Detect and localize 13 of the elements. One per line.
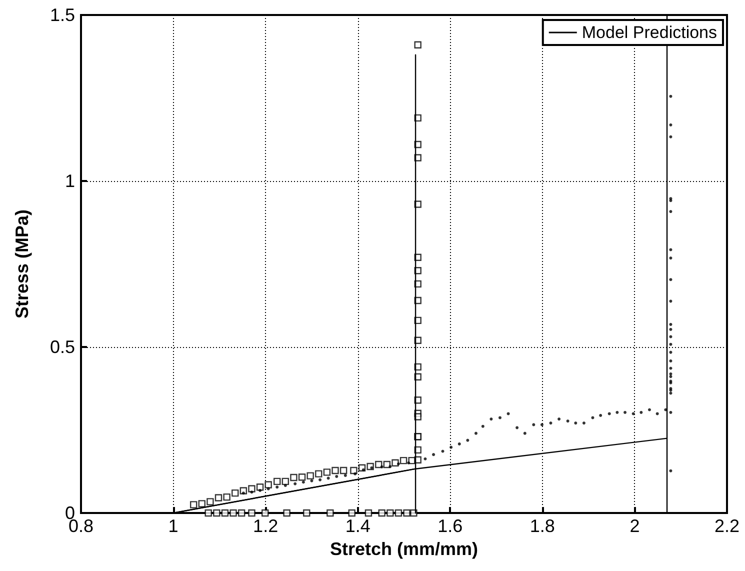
x-tick-label: 1 <box>168 516 178 536</box>
y-tick-label: 1 <box>64 171 75 191</box>
y-tick-label: 0.5 <box>50 337 75 357</box>
x-tick-label: 1.6 <box>438 516 463 536</box>
legend-label: Model Predictions <box>582 23 718 42</box>
x-tick-label: 1.2 <box>253 516 278 536</box>
y-axis-title: Stress (MPa) <box>12 209 32 319</box>
x-tick-label: 1.8 <box>530 516 555 536</box>
x-tick-label: 2.2 <box>714 516 740 536</box>
x-tick-label: 2 <box>630 516 640 536</box>
y-tick-label: 1.5 <box>50 5 75 25</box>
x-tick-label: 1.4 <box>345 516 370 536</box>
x-axis-title: Stretch (mm/mm) <box>330 538 478 559</box>
